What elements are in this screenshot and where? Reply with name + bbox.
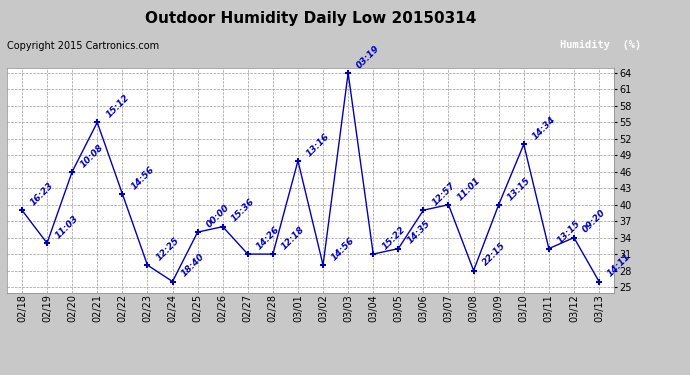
Text: 15:22: 15:22 bbox=[380, 225, 407, 251]
Text: 10:08: 10:08 bbox=[79, 142, 106, 169]
Text: 13:15: 13:15 bbox=[506, 175, 532, 202]
Text: 12:57: 12:57 bbox=[431, 181, 457, 207]
Text: 12:25: 12:25 bbox=[155, 236, 181, 262]
Text: 14:56: 14:56 bbox=[129, 164, 156, 191]
Text: Copyright 2015 Cartronics.com: Copyright 2015 Cartronics.com bbox=[7, 41, 159, 51]
Text: 15:36: 15:36 bbox=[230, 197, 256, 224]
Text: 16:23: 16:23 bbox=[29, 181, 55, 207]
Text: 14:34: 14:34 bbox=[531, 115, 558, 141]
Text: 14:26: 14:26 bbox=[255, 225, 282, 251]
Text: Humidity  (%): Humidity (%) bbox=[560, 40, 641, 50]
Text: 09:20: 09:20 bbox=[581, 208, 607, 235]
Text: 13:16: 13:16 bbox=[305, 131, 331, 158]
Text: 03:19: 03:19 bbox=[355, 44, 382, 70]
Text: 13:15: 13:15 bbox=[556, 219, 582, 246]
Text: 14:11: 14:11 bbox=[606, 252, 633, 279]
Text: 14:35: 14:35 bbox=[405, 219, 432, 246]
Text: 12:18: 12:18 bbox=[280, 225, 306, 251]
Text: 18:40: 18:40 bbox=[179, 252, 206, 279]
Text: 11:01: 11:01 bbox=[455, 175, 482, 202]
Text: 22:15: 22:15 bbox=[480, 241, 507, 268]
Text: 14:56: 14:56 bbox=[330, 236, 357, 262]
Text: Outdoor Humidity Daily Low 20150314: Outdoor Humidity Daily Low 20150314 bbox=[145, 11, 476, 26]
Text: 11:03: 11:03 bbox=[54, 214, 81, 240]
Text: 15:12: 15:12 bbox=[104, 93, 131, 120]
Text: 00:00: 00:00 bbox=[204, 203, 231, 229]
